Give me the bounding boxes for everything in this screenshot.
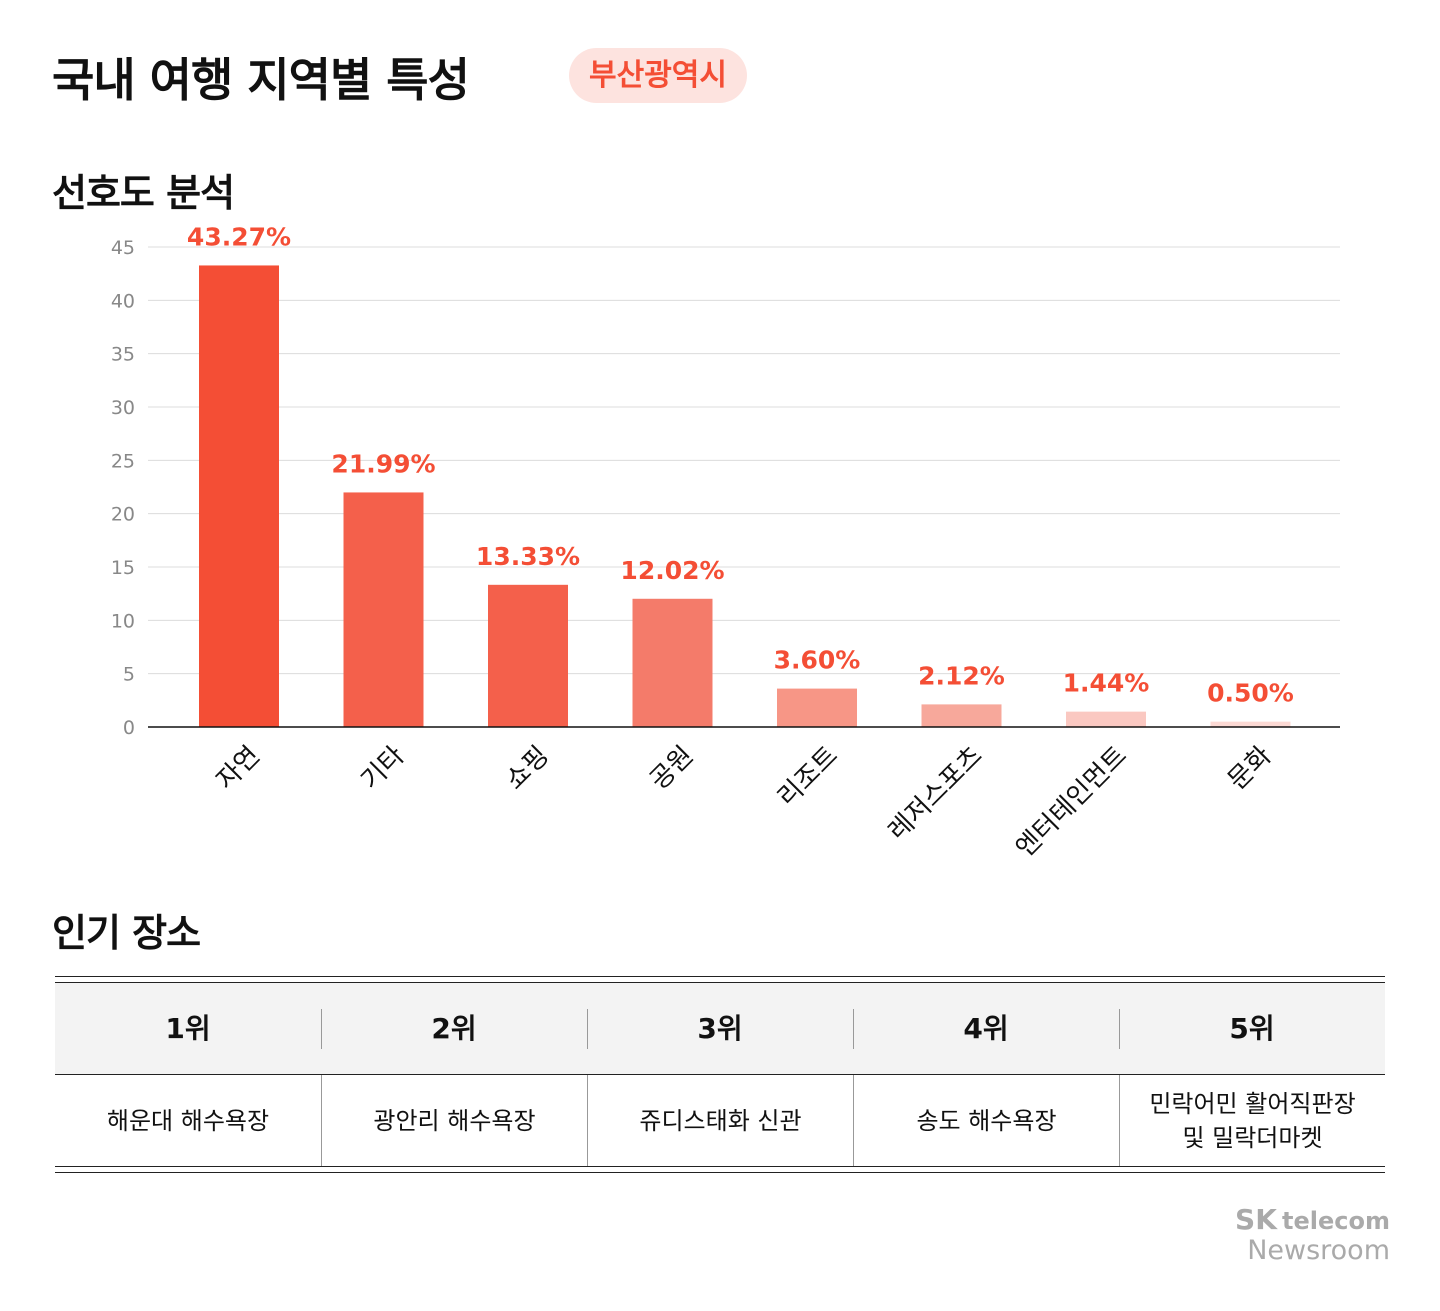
rank-header: 1위 <box>165 1011 211 1045</box>
bar <box>921 704 1002 727</box>
data-label: 43.27% <box>187 222 291 251</box>
x-tick-label: 엔터테인먼트 <box>1010 741 1133 864</box>
data-label: 13.33% <box>476 542 580 571</box>
rank-header: 4위 <box>853 983 1119 1074</box>
data-label: 3.60% <box>774 646 861 675</box>
popular-places-table: 1위 2위 3위 4위 5위 해운대 해수욕장 광안리 해수욕장 쥬디스태화 신… <box>55 976 1385 1173</box>
y-tick-label: 35 <box>111 344 135 366</box>
bar <box>632 598 713 727</box>
place-cell: 쥬디스태화 신관 <box>587 1075 853 1166</box>
region-badge: 부산광역시 <box>569 48 747 103</box>
place-cell: 송도 해수욕장 <box>853 1075 1119 1166</box>
y-tick-label: 25 <box>111 450 135 472</box>
bar <box>343 492 424 727</box>
y-tick-label: 20 <box>111 504 135 526</box>
x-tick-label: 공원 <box>644 741 699 796</box>
logo-sub: telecom <box>1282 1207 1390 1235</box>
data-label: 1.44% <box>1063 669 1150 698</box>
bar-chart: 0 5 10 15 20 25 30 35 40 45 43.27% 자연 21.99% 기타 13.33%… <box>111 222 1340 864</box>
data-label: 21.99% <box>331 449 435 478</box>
y-tick-label: 0 <box>123 717 135 739</box>
y-tick-label: 15 <box>111 557 135 579</box>
data-label: 2.12% <box>918 661 1005 690</box>
rank-header: 2위 <box>321 983 587 1074</box>
y-tick-label: 40 <box>111 290 135 312</box>
y-tick-label: 30 <box>111 397 135 419</box>
x-tick-label: 리조트 <box>772 741 844 813</box>
table-row: 해운대 해수욕장 광안리 해수욕장 쥬디스태화 신관 송도 해수욕장 민락어민 … <box>55 1075 1385 1167</box>
section-title-popular: 인기 장소 <box>52 911 201 955</box>
x-tick-label: 문화 <box>1222 741 1277 796</box>
bar <box>1066 711 1146 727</box>
logo-newsroom: Newsroom <box>1247 1235 1390 1266</box>
page-title: 국내 여행 지역별 특성 <box>52 53 470 107</box>
y-tick-label: 10 <box>111 610 135 632</box>
data-label: 0.50% <box>1207 679 1294 708</box>
rank-header: 3위 <box>587 983 853 1074</box>
table-header-row: 1위 2위 3위 4위 5위 <box>55 983 1385 1075</box>
data-label: 12.02% <box>620 556 724 585</box>
y-tick-label: 5 <box>123 664 135 686</box>
x-tick-label: 기타 <box>355 741 410 796</box>
rank-header: 5위 <box>1119 983 1385 1074</box>
bar <box>777 688 857 727</box>
x-tick-label: 쇼핑 <box>500 741 555 796</box>
bar <box>488 584 568 727</box>
y-tick-label: 45 <box>111 237 135 259</box>
sk-telecom-newsroom-logo: SK telecom Newsroom <box>1235 1203 1390 1266</box>
bar <box>199 265 279 727</box>
section-title-preference: 선호도 분석 <box>52 171 235 215</box>
place-cell: 민락어민 활어직판장 및 밀락더마켓 <box>1119 1075 1385 1166</box>
x-tick-label: 레저스포츠 <box>883 741 989 847</box>
logo-brand: SK <box>1235 1203 1277 1236</box>
place-cell: 광안리 해수욕장 <box>321 1075 587 1166</box>
bar <box>1210 721 1291 727</box>
place-cell: 해운대 해수욕장 <box>106 1106 270 1135</box>
x-tick-label: 자연 <box>211 741 266 796</box>
